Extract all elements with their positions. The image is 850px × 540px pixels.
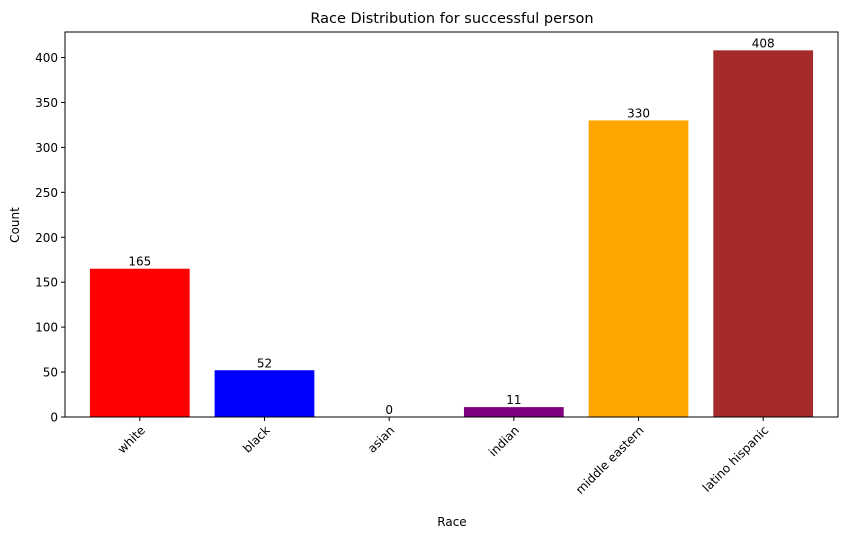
y-axis-ticks: 0 50 100 150 200 250 300 350 400 xyxy=(35,51,65,425)
x-tick-label: middle eastern xyxy=(573,423,647,497)
bar-value-label: 52 xyxy=(257,356,272,370)
y-tick-label: 50 xyxy=(43,366,58,380)
bar-value-labels: 165 52 0 11 330 408 xyxy=(128,36,774,417)
x-tick-label: asian xyxy=(365,423,397,455)
y-tick-label: 200 xyxy=(35,231,58,245)
bars xyxy=(89,50,814,418)
y-tick-label: 300 xyxy=(35,141,58,155)
bar-middle-eastern xyxy=(588,120,689,418)
bar-latino-hispanic xyxy=(713,50,814,417)
x-tick-label: indian xyxy=(486,423,522,459)
y-tick-label: 0 xyxy=(50,411,58,425)
chart-title: Race Distribution for successful person xyxy=(310,11,593,27)
bar-white xyxy=(89,268,190,417)
plot-frame xyxy=(64,31,839,418)
bar-value-label: 165 xyxy=(128,255,151,269)
x-axis-label: Race xyxy=(437,515,466,529)
y-tick-label: 250 xyxy=(35,186,58,200)
x-tick-label: latino hispanic xyxy=(700,423,772,495)
bar-black xyxy=(214,370,315,417)
bar-indian xyxy=(463,407,564,417)
x-tick-label: white xyxy=(115,423,148,456)
bar-value-label: 0 xyxy=(385,403,393,417)
x-tick-label: black xyxy=(240,423,272,455)
y-tick-label: 100 xyxy=(35,321,58,335)
y-axis-label: Count xyxy=(8,207,22,243)
y-tick-label: 150 xyxy=(35,276,58,290)
bar-value-label: 408 xyxy=(752,36,775,50)
x-axis-ticks: white black asian indian middle eastern latin… xyxy=(115,417,772,497)
bar-value-label: 330 xyxy=(627,106,650,120)
bar-value-label: 11 xyxy=(506,393,521,407)
y-tick-label: 350 xyxy=(35,96,58,110)
y-tick-label: 400 xyxy=(35,51,58,65)
